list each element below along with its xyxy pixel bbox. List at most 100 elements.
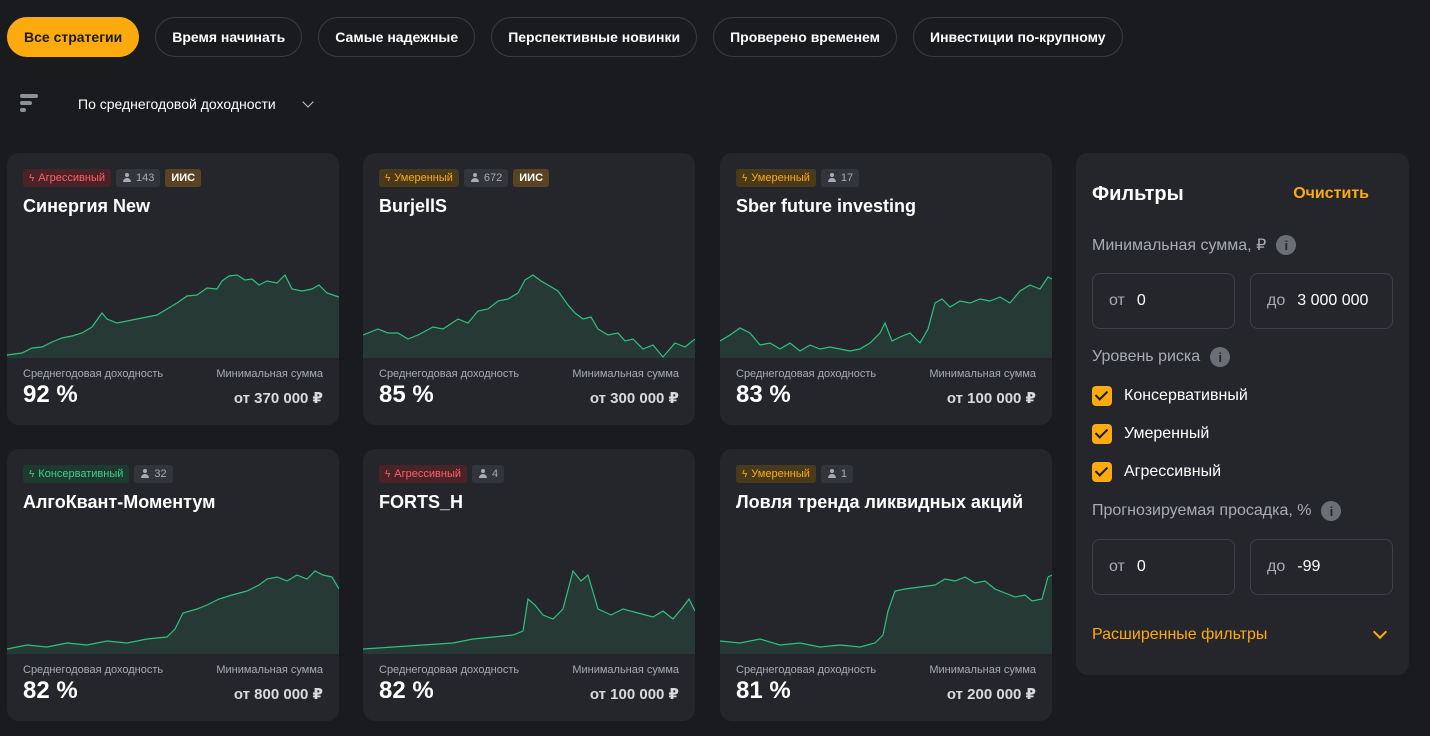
min-sum-value: от 800 000 ₽ bbox=[233, 686, 323, 703]
bolt-icon: ϟ bbox=[385, 468, 391, 480]
risk-moderate-checkbox[interactable]: Умеренный bbox=[1092, 424, 1209, 444]
subscribers-badge: 4 bbox=[472, 465, 505, 483]
strategy-title: Синергия New bbox=[23, 196, 151, 216]
yield-value: 81 % bbox=[736, 677, 791, 704]
subscribers-badge: 672 bbox=[463, 169, 509, 187]
min-sum-filter-label: Минимальная сумма, ₽ i bbox=[1092, 235, 1297, 255]
min-sum-from-input[interactable]: от 0 bbox=[1092, 273, 1235, 329]
sort-label: По среднегодовой доходности bbox=[78, 96, 276, 112]
risk-badge: ϟ Консервативный bbox=[23, 465, 130, 483]
yield-label: Среднегодовая доходность bbox=[736, 368, 877, 380]
subscribers-badge: 143 bbox=[116, 169, 161, 187]
checkbox-checked-icon[interactable] bbox=[1092, 462, 1112, 482]
min-sum-value: от 370 000 ₽ bbox=[233, 390, 323, 407]
performance-chart bbox=[7, 570, 339, 654]
advanced-filters-toggle[interactable]: Расширенные фильтры bbox=[1092, 626, 1268, 643]
drawdown-label: Прогнозируемая просадка, % i bbox=[1092, 501, 1342, 521]
user-icon bbox=[140, 469, 150, 479]
tab-promising-new[interactable]: Перспективные новинки bbox=[491, 17, 698, 57]
iis-badge: ИИС bbox=[513, 169, 550, 187]
performance-chart bbox=[363, 569, 695, 654]
chevron-down-icon[interactable] bbox=[1372, 624, 1388, 640]
tab-all-strategies[interactable]: Все стратегии bbox=[7, 17, 140, 57]
yield-label: Среднегодовая доходность bbox=[23, 368, 164, 380]
user-icon bbox=[470, 173, 480, 183]
strategy-title: АлгоКвант-Моментум bbox=[23, 492, 216, 512]
yield-label: Среднегодовая доходность bbox=[23, 664, 164, 676]
yield-label: Среднегодовая доходность bbox=[736, 664, 877, 676]
min-sum-value: от 300 000 ₽ bbox=[589, 390, 679, 407]
yield-label: Среднегодовая доходность bbox=[379, 664, 520, 676]
checkbox-checked-icon[interactable] bbox=[1092, 386, 1112, 406]
strategy-title: Ловля тренда ликвидных акций bbox=[736, 492, 1024, 512]
risk-badge: ϟ Агрессивный bbox=[23, 169, 111, 187]
risk-conservative-checkbox[interactable]: Консервативный bbox=[1092, 386, 1248, 406]
drawdown-to-input[interactable]: до -99 bbox=[1250, 539, 1393, 595]
min-sum-label: Минимальная сумма bbox=[572, 664, 679, 676]
info-icon[interactable]: i bbox=[1276, 235, 1297, 255]
min-sum-label: Минимальная сумма bbox=[216, 368, 323, 380]
tab-time-to-start[interactable]: Время начинать bbox=[155, 17, 303, 57]
min-sum-label: Минимальная сумма bbox=[929, 368, 1036, 380]
bolt-icon: ϟ bbox=[29, 468, 35, 480]
iis-badge: ИИС bbox=[165, 169, 202, 187]
risk-badge: ϟ Агрессивный bbox=[379, 465, 467, 483]
filters-title: Фильтры bbox=[1092, 183, 1184, 205]
tab-most-reliable[interactable]: Самые надежные bbox=[318, 17, 476, 57]
sort-icon bbox=[20, 92, 42, 116]
user-icon bbox=[827, 173, 837, 183]
bolt-icon: ϟ bbox=[742, 172, 748, 184]
min-sum-label: Минимальная сумма bbox=[572, 368, 679, 380]
strategy-card[interactable]: ϟ Консервативный 32 АлгоКвант-Моментум Ср… bbox=[7, 449, 339, 721]
strategy-title: BurjellS bbox=[379, 196, 448, 216]
strategy-title: Sber future investing bbox=[736, 196, 917, 216]
yield-value: 83 % bbox=[736, 381, 791, 408]
performance-chart bbox=[7, 273, 339, 358]
risk-level-label: Уровень риска i bbox=[1092, 347, 1231, 367]
chevron-down-icon bbox=[302, 96, 314, 108]
tab-time-tested[interactable]: Проверено временем bbox=[713, 17, 898, 57]
strategy-card[interactable]: ϟ Умеренный 1 Ловля тренда ликвидных акци… bbox=[720, 449, 1052, 721]
checkbox-checked-icon[interactable] bbox=[1092, 424, 1112, 444]
strategy-title: FORTS_H bbox=[379, 492, 464, 512]
strategy-card[interactable]: ϟ Агрессивный 4 FORTS_H Среднегодовая дох… bbox=[363, 449, 695, 721]
risk-aggressive-checkbox[interactable]: Агрессивный bbox=[1092, 462, 1221, 482]
min-sum-label: Минимальная сумма bbox=[216, 664, 323, 676]
sort-dropdown[interactable]: По среднегодовой доходности bbox=[20, 92, 314, 116]
yield-value: 82 % bbox=[23, 677, 78, 704]
strategy-tabs: Все стратегии Время начинать Самые надеж… bbox=[7, 17, 1123, 57]
min-sum-value: от 100 000 ₽ bbox=[589, 686, 679, 703]
user-icon bbox=[478, 469, 488, 479]
user-icon bbox=[122, 173, 132, 183]
subscribers-badge: 32 bbox=[134, 465, 173, 483]
bolt-icon: ϟ bbox=[29, 172, 35, 184]
min-sum-value: от 100 000 ₽ bbox=[946, 390, 1036, 407]
risk-badge: ϟ Умеренный bbox=[736, 465, 816, 483]
bolt-icon: ϟ bbox=[742, 468, 748, 480]
bolt-icon: ϟ bbox=[385, 172, 391, 184]
info-icon[interactable]: i bbox=[1210, 347, 1231, 367]
performance-chart bbox=[720, 276, 1052, 358]
min-sum-value: от 200 000 ₽ bbox=[946, 686, 1036, 703]
risk-badge: ϟ Умеренный bbox=[736, 169, 816, 187]
min-sum-to-input[interactable]: до 3 000 000 bbox=[1250, 273, 1393, 329]
strategy-card[interactable]: ϟ Умеренный 672 ИИС BurjellS Среднегодова… bbox=[363, 153, 695, 425]
strategy-card[interactable]: ϟ Умеренный 17 Sber future investing Сред… bbox=[720, 153, 1052, 425]
yield-value: 92 % bbox=[23, 381, 78, 408]
clear-filters-button[interactable]: Очистить bbox=[1293, 185, 1369, 202]
user-icon bbox=[827, 469, 837, 479]
tab-big-investments[interactable]: Инвестиции по-крупному bbox=[913, 17, 1123, 57]
strategy-card[interactable]: ϟ Агрессивный 143 ИИС Синергия New Средне… bbox=[7, 153, 339, 425]
subscribers-badge: 17 bbox=[820, 169, 860, 187]
performance-chart bbox=[363, 274, 695, 358]
filters-panel: Фильтры Очистить Минимальная сумма, ₽ i … bbox=[1076, 153, 1409, 675]
yield-value: 85 % bbox=[379, 381, 434, 408]
info-icon[interactable]: i bbox=[1321, 501, 1342, 521]
min-sum-label: Минимальная сумма bbox=[929, 664, 1036, 676]
performance-chart bbox=[720, 574, 1052, 654]
yield-value: 82 % bbox=[379, 677, 434, 704]
yield-label: Среднегодовая доходность bbox=[379, 368, 520, 380]
subscribers-badge: 1 bbox=[820, 465, 854, 483]
risk-badge: ϟ Умеренный bbox=[379, 169, 459, 187]
drawdown-from-input[interactable]: от 0 bbox=[1092, 539, 1235, 595]
